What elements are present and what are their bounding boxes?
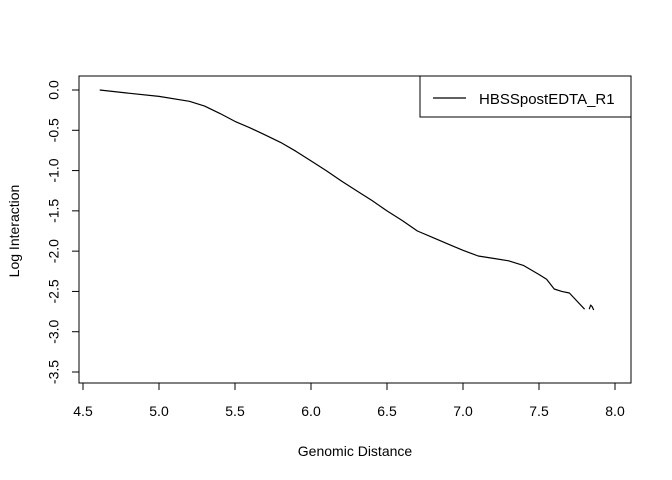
x-tick-label: 7.0 xyxy=(453,403,473,419)
y-tick-label: -1.0 xyxy=(46,158,62,182)
y-tick-label: -3.0 xyxy=(46,319,62,343)
y-tick-label: -2.5 xyxy=(46,279,62,303)
x-axis-title: Genomic Distance xyxy=(298,443,413,459)
y-tick-label: -1.5 xyxy=(46,199,62,223)
y-tick-label: -0.5 xyxy=(46,118,62,142)
y-tick-label: -3.5 xyxy=(46,360,62,384)
x-tick-label: 6.5 xyxy=(377,403,397,419)
x-tick-label: 8.0 xyxy=(605,403,625,419)
x-tick-label: 5.0 xyxy=(149,403,169,419)
x-tick-label: 7.5 xyxy=(529,403,549,419)
y-tick-label: 0.0 xyxy=(46,80,62,100)
legend: HBSSpostEDTA_R1 xyxy=(419,75,632,118)
series-line-hbsspostedta-r1 xyxy=(99,89,586,310)
plot-box xyxy=(78,75,632,384)
y-axis-title: Log Interaction xyxy=(6,185,22,278)
x-tick-label: 4.5 xyxy=(73,403,93,419)
x-axis: 4.5 5.0 5.5 6.0 6.5 7.0 7.5 8.0 xyxy=(73,382,625,419)
x-tick-label: 6.0 xyxy=(301,403,321,419)
legend-label: HBSSpostEDTA_R1 xyxy=(479,91,615,108)
series-line-tail-segment xyxy=(588,304,595,311)
y-axis: 0.0 -0.5 -1.0 -1.5 -2.0 -2.5 -3.0 -3.5 xyxy=(46,80,80,384)
series-layer xyxy=(99,89,595,311)
y-tick-label: -2.0 xyxy=(46,239,62,263)
x-tick-label: 5.5 xyxy=(225,403,245,419)
legend-box xyxy=(419,75,632,118)
